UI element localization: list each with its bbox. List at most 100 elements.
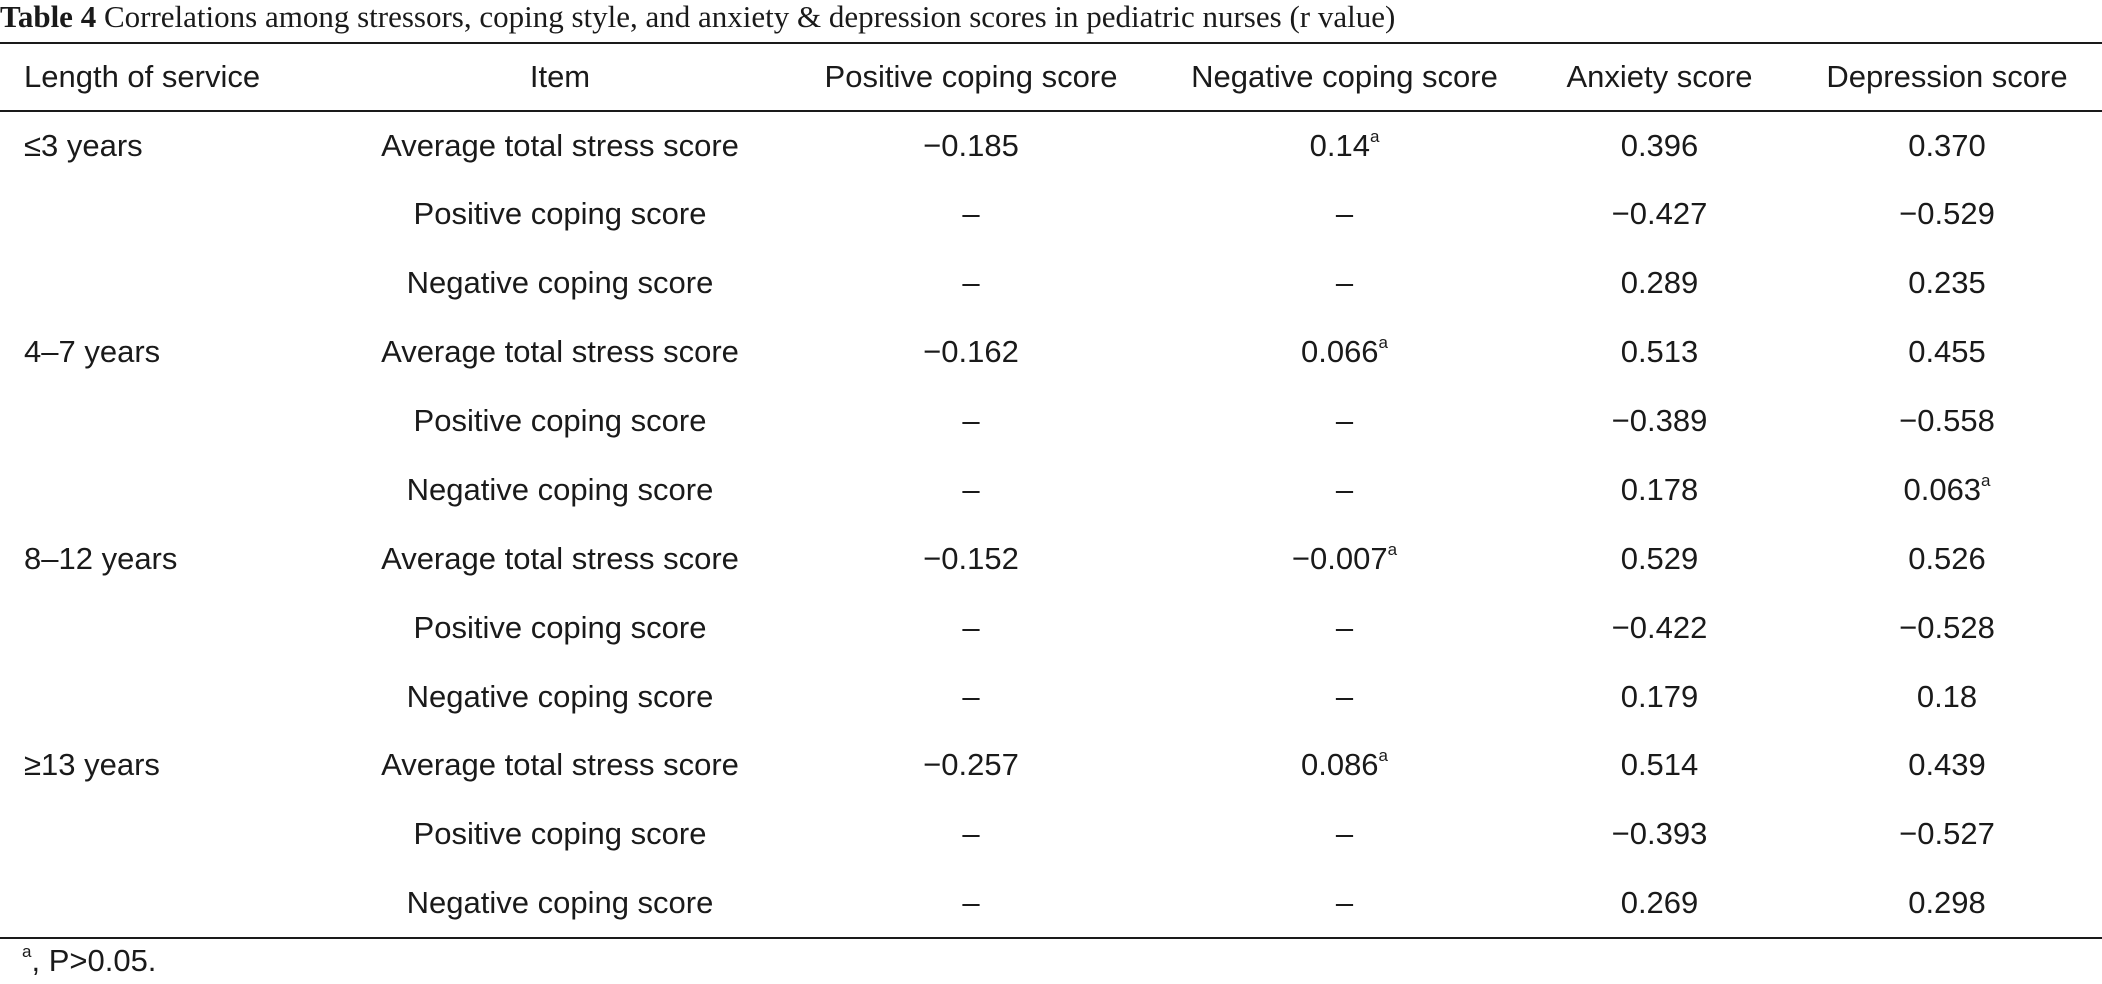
table-row: Positive coping score – – −0.393 −0.527 — [0, 800, 2102, 869]
cell-positive-coping-value: – — [962, 403, 980, 438]
cell-item: Average total stress score — [340, 524, 780, 593]
cell-depression-value: −0.558 — [1899, 403, 1995, 438]
cell-anxiety-value: 0.396 — [1620, 127, 1699, 163]
cell-depression-value: 0.063 — [1903, 471, 1982, 507]
cell-item-value: Average total stress score — [381, 127, 739, 163]
table-row: Positive coping score – – −0.389 −0.558 — [0, 387, 2102, 456]
cell-item-value: Positive coping score — [413, 196, 707, 232]
cell-negative-coping: 0.086a — [1162, 731, 1527, 800]
cell-negative-coping: 0.14a — [1162, 111, 1527, 180]
cell-depression: −0.527 — [1792, 800, 2102, 869]
cell-positive-coping: – — [780, 662, 1162, 731]
cell-depression: 0.063a — [1792, 455, 2102, 524]
cell-negative-coping: – — [1162, 868, 1527, 939]
cell-anxiety: 0.513 — [1527, 318, 1792, 387]
cell-item-value: Positive coping score — [413, 816, 707, 852]
cell-negative-coping-value: – — [1335, 884, 1354, 920]
cell-depression: −0.558 — [1792, 387, 2102, 456]
cell-length-of-service — [0, 593, 340, 662]
cell-anxiety: −0.422 — [1527, 593, 1792, 662]
cell-length-of-service — [0, 455, 340, 524]
footnote-text: , P>0.05. — [31, 943, 157, 978]
cell-positive-coping-value: −0.257 — [923, 747, 1019, 783]
significance-marker: a — [1369, 126, 1380, 146]
cell-positive-coping: – — [780, 868, 1162, 939]
cell-item: Average total stress score — [340, 731, 780, 800]
cell-anxiety-value: 0.178 — [1620, 471, 1699, 507]
cell-positive-coping: – — [780, 180, 1162, 249]
cell-depression: −0.528 — [1792, 593, 2102, 662]
significance-marker: a — [1981, 470, 1991, 490]
cell-anxiety: −0.393 — [1527, 800, 1792, 869]
cell-depression: 0.455 — [1792, 318, 2102, 387]
cell-length-of-service-value: ≤3 years — [24, 127, 143, 163]
header-anxiety-score: Anxiety score — [1527, 42, 1792, 112]
cell-item: Negative coping score — [340, 455, 780, 524]
cell-positive-coping: −0.185 — [780, 111, 1162, 180]
cell-length-of-service: 4–7 years — [0, 318, 340, 387]
cell-anxiety-value: 0.179 — [1620, 678, 1699, 714]
significance-marker: a — [1387, 539, 1398, 559]
cell-anxiety-value: −0.389 — [1611, 403, 1708, 438]
cell-item-value: Average total stress score — [381, 334, 739, 370]
cell-item-value: Positive coping score — [413, 403, 707, 438]
cell-positive-coping: −0.152 — [780, 524, 1162, 593]
cell-anxiety: −0.389 — [1527, 387, 1792, 456]
cell-item: Negative coping score — [340, 868, 780, 939]
footnote-marker: a — [22, 942, 32, 961]
cell-length-of-service — [0, 868, 340, 939]
cell-negative-coping-value: −0.007 — [1291, 540, 1388, 576]
cell-anxiety-value: −0.427 — [1611, 196, 1708, 232]
header-item: Item — [340, 42, 780, 112]
cell-positive-coping-value: – — [962, 265, 980, 301]
cell-negative-coping: – — [1162, 249, 1527, 318]
cell-anxiety: −0.427 — [1527, 180, 1792, 249]
cell-length-of-service — [0, 387, 340, 456]
cell-anxiety: 0.179 — [1527, 662, 1792, 731]
table-row: 8–12 years Average total stress score −0.1… — [0, 524, 2102, 593]
cell-item: Negative coping score — [340, 662, 780, 731]
table-row: Positive coping score – – −0.427 −0.529 — [0, 180, 2102, 249]
cell-positive-coping: – — [780, 387, 1162, 456]
header-depression-score: Depression score — [1792, 42, 2102, 112]
cell-negative-coping: – — [1162, 662, 1527, 731]
cell-negative-coping-value: – — [1335, 196, 1354, 232]
header-row: Length of service Item Positive coping s… — [0, 42, 2102, 112]
cell-anxiety-value: 0.514 — [1620, 747, 1699, 783]
cell-length-of-service — [0, 180, 340, 249]
cell-depression-value: 0.235 — [1908, 265, 1986, 301]
cell-positive-coping: −0.257 — [780, 731, 1162, 800]
cell-item-value: Positive coping score — [413, 609, 707, 645]
significance-marker: a — [1378, 333, 1389, 353]
cell-anxiety-value: −0.422 — [1611, 609, 1708, 645]
cell-item: Positive coping score — [340, 800, 780, 869]
cell-length-of-service-value: 4–7 years — [24, 334, 161, 370]
table-row: Positive coping score – – −0.422 −0.528 — [0, 593, 2102, 662]
cell-item-value: Negative coping score — [406, 265, 714, 301]
cell-depression-value: −0.529 — [1899, 196, 1995, 232]
significance-marker: a — [1378, 746, 1389, 766]
cell-positive-coping-value: – — [962, 196, 980, 232]
header-positive-coping-score: Positive coping score — [780, 42, 1162, 112]
cell-item-value: Average total stress score — [381, 747, 739, 783]
cell-item: Negative coping score — [340, 249, 780, 318]
cell-positive-coping: −0.162 — [780, 318, 1162, 387]
table-body: ≤3 years Average total stress score −0.185… — [0, 111, 2102, 939]
cell-anxiety-value: 0.529 — [1620, 540, 1699, 576]
cell-negative-coping: – — [1162, 455, 1527, 524]
cell-positive-coping: – — [780, 593, 1162, 662]
cell-anxiety: 0.289 — [1527, 249, 1792, 318]
cell-depression-value: 0.370 — [1908, 127, 1986, 163]
cell-positive-coping-value: – — [962, 884, 980, 920]
table-caption: Table 4 Correlations among stressors, co… — [0, 0, 1395, 40]
cell-positive-coping: – — [780, 800, 1162, 869]
header-negative-coping-score: Negative coping score — [1162, 42, 1527, 112]
table-header: Length of service Item Positive coping s… — [0, 42, 2102, 112]
cell-length-of-service — [0, 249, 340, 318]
table-row: ≥13 years Average total stress score −0.25… — [0, 731, 2102, 800]
cell-anxiety: 0.178 — [1527, 455, 1792, 524]
cell-positive-coping: – — [780, 455, 1162, 524]
cell-negative-coping-value: – — [1335, 609, 1354, 645]
cell-anxiety-value: 0.289 — [1620, 265, 1699, 301]
cell-depression-value: 0.455 — [1908, 334, 1986, 370]
